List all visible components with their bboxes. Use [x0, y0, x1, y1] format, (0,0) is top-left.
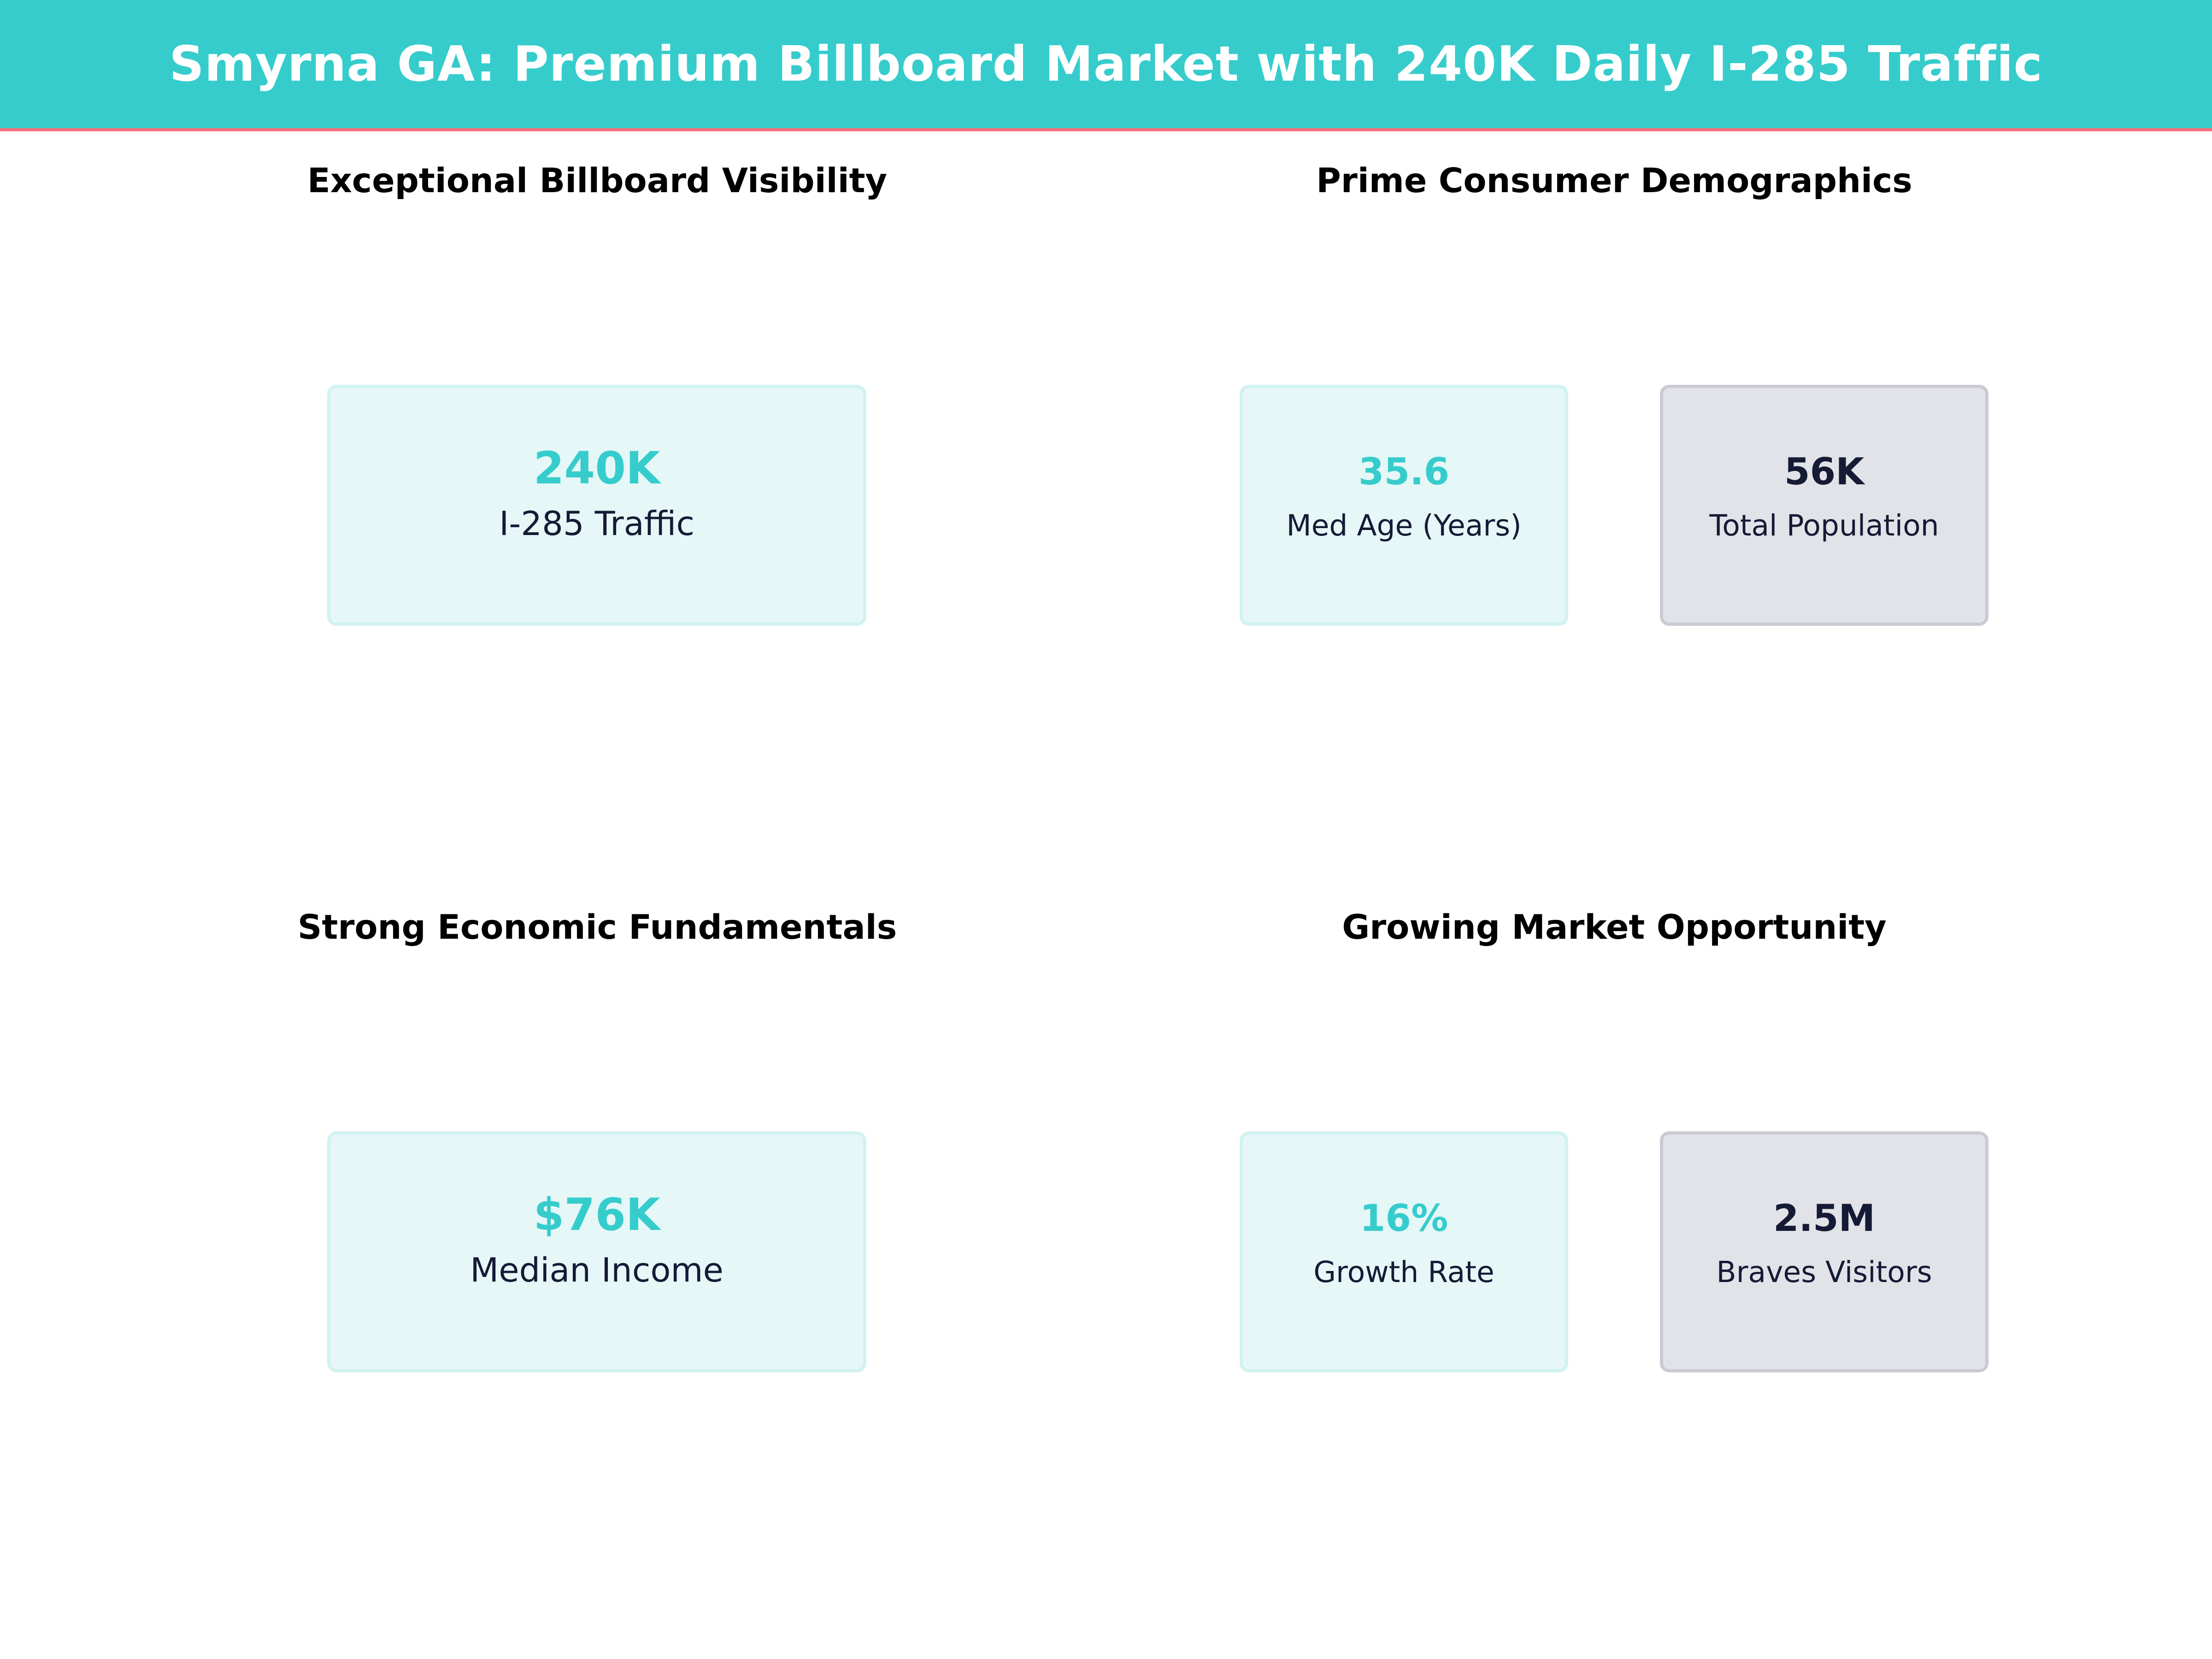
- metric-label-population: Total Population: [1709, 509, 1939, 542]
- page-title: Smyrna GA: Premium Billboard Market with…: [169, 36, 2043, 92]
- metric-value-population: 56K: [1784, 450, 1865, 493]
- metric-label-income: Median Income: [470, 1251, 724, 1289]
- section-title-demographics: Prime Consumer Demographics: [1316, 161, 1912, 200]
- metric-card-traffic: 240K I-285 Traffic: [327, 385, 866, 626]
- metric-card-braves-visitors: 2.5M Braves Visitors: [1660, 1131, 1988, 1372]
- section-title-economics: Strong Economic Fundamentals: [297, 908, 897, 947]
- metric-label-median-age: Med Age (Years): [1286, 509, 1522, 542]
- metric-card-growth: 16% Growth Rate: [1240, 1131, 1568, 1372]
- section-title-opportunity: Growing Market Opportunity: [1342, 908, 1887, 947]
- metric-card-median-age: 35.6 Med Age (Years): [1240, 385, 1568, 626]
- section-title-visibility: Exceptional Billboard Visibility: [307, 161, 888, 200]
- metric-label-braves-visitors: Braves Visitors: [1716, 1255, 1932, 1289]
- metric-label-traffic: I-285 Traffic: [499, 504, 694, 543]
- header-banner: Smyrna GA: Premium Billboard Market with…: [0, 0, 2212, 131]
- metric-card-population: 56K Total Population: [1660, 385, 1988, 626]
- metric-value-growth: 16%: [1359, 1197, 1448, 1240]
- metric-value-traffic: 240K: [533, 442, 660, 494]
- metric-value-median-age: 35.6: [1358, 450, 1450, 493]
- metric-card-income: $76K Median Income: [327, 1131, 866, 1372]
- metric-label-growth: Growth Rate: [1313, 1255, 1494, 1289]
- metric-value-income: $76K: [533, 1189, 660, 1241]
- metric-value-braves-visitors: 2.5M: [1773, 1197, 1876, 1240]
